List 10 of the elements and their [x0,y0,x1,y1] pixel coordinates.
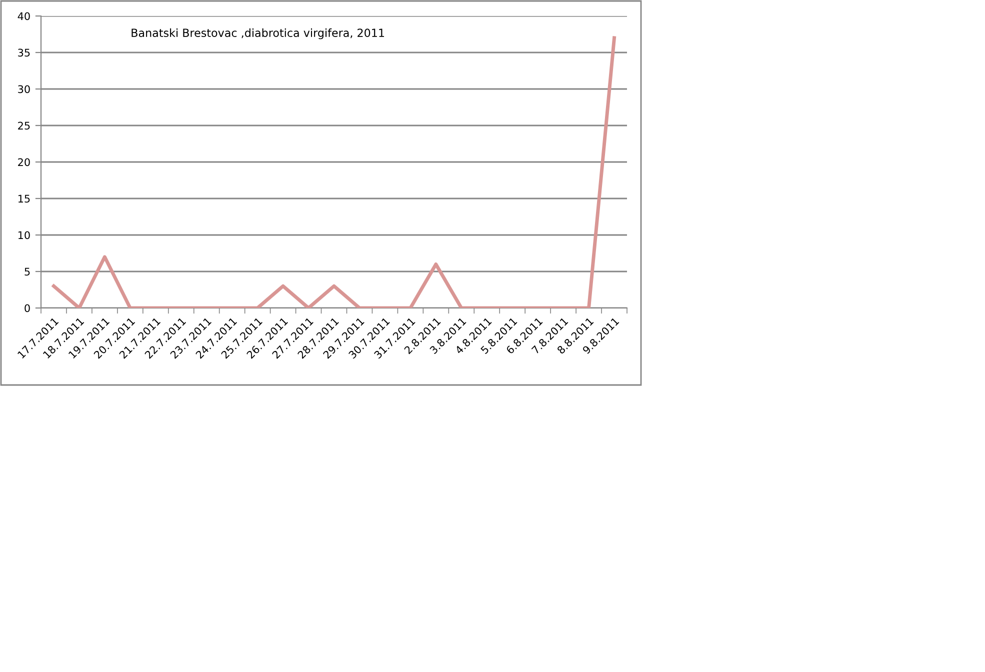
text: Banatski Brestovac ,diabrotica virgifera, 2011 [132,28,384,40]
y-tick-label: 0 [24,304,30,312]
y-tick-label: 40 [18,12,30,20]
y-tick-label: 25 [18,122,30,130]
y-tick-label: 20 [18,158,30,166]
y-tick-label: 35 [18,48,30,57]
y-tick-label: 5 [24,268,30,276]
y-tick-label: 15 [18,194,30,203]
y-tick-label: 30 [18,85,30,94]
y-tick-label: 10 [18,231,30,240]
